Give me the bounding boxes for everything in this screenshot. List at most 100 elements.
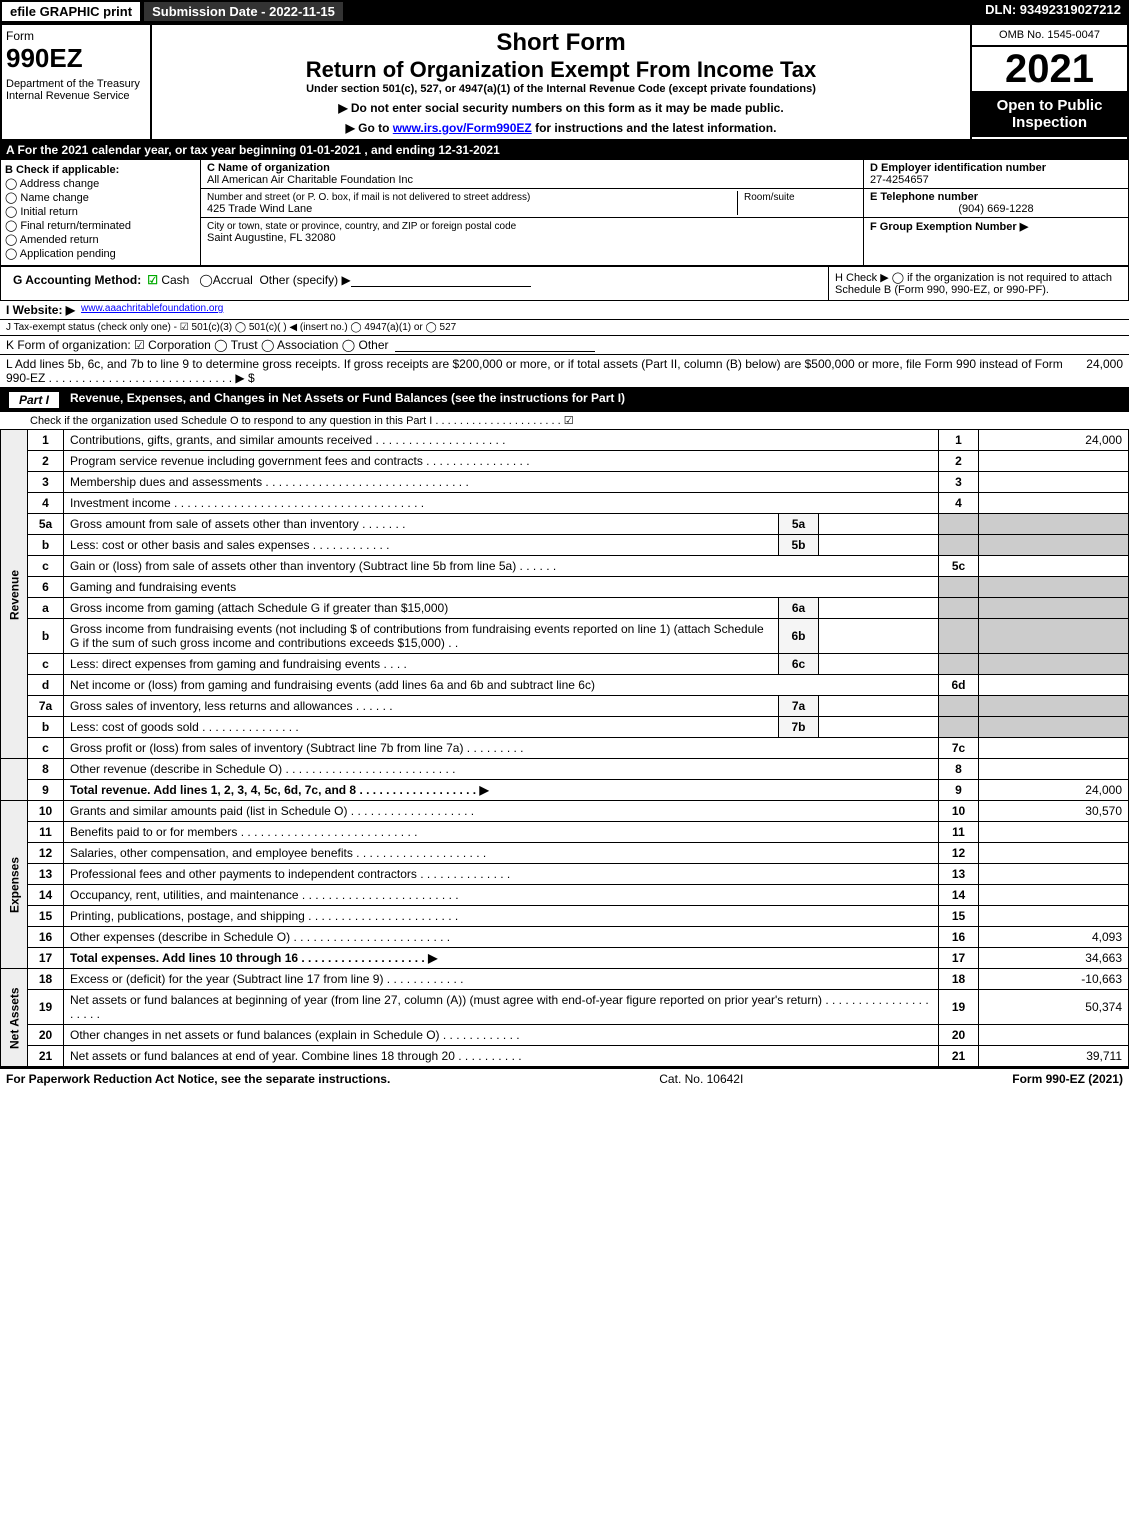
c-name-label: C Name of organization: [207, 162, 330, 174]
line-num: 20: [939, 1025, 979, 1046]
line-val: [979, 556, 1129, 577]
line-desc: Net income or (loss) from gaming and fun…: [64, 675, 939, 696]
line-val: [979, 493, 1129, 514]
line-desc: Other expenses (describe in Schedule O) …: [64, 927, 939, 948]
page-footer: For Paperwork Reduction Act Notice, see …: [0, 1067, 1129, 1089]
gray-cell: [979, 654, 1129, 675]
line-val: [979, 1025, 1129, 1046]
department-label: Department of the Treasury Internal Reve…: [6, 78, 146, 102]
ln: b: [28, 619, 64, 654]
line-desc: Net assets or fund balances at end of ye…: [64, 1046, 939, 1067]
ln: 15: [28, 906, 64, 927]
row-j-status: J Tax-exempt status (check only one) - ☑…: [0, 320, 1129, 336]
l-value: 24,000: [1086, 357, 1123, 385]
line-desc: Investment income . . . . . . . . . . . …: [64, 493, 939, 514]
cb-final-return[interactable]: ◯ Final return/terminated: [5, 219, 196, 232]
open-to-public: Open to Public Inspection: [972, 91, 1127, 137]
expenses-side-label: Expenses: [1, 801, 28, 969]
ln: 17: [28, 948, 64, 969]
line-num: 18: [939, 969, 979, 990]
ln: b: [28, 717, 64, 738]
ln: 3: [28, 472, 64, 493]
line-num: 3: [939, 472, 979, 493]
mini-num: 5a: [779, 514, 819, 535]
part-i-sub: Check if the organization used Schedule …: [0, 412, 1129, 429]
e-phone-value: (904) 669-1228: [870, 203, 1122, 215]
form-header: Form 990EZ Department of the Treasury In…: [0, 23, 1129, 141]
mini-num: 7b: [779, 717, 819, 738]
mini-val: [819, 654, 939, 675]
mini-val: [819, 696, 939, 717]
line-num: 6d: [939, 675, 979, 696]
ln: 7a: [28, 696, 64, 717]
cb-application-pending[interactable]: ◯ Application pending: [5, 247, 196, 260]
line-num: 17: [939, 948, 979, 969]
ln: 2: [28, 451, 64, 472]
cb-name-change[interactable]: ◯ Name change: [5, 191, 196, 204]
line-num: 4: [939, 493, 979, 514]
line-num: 12: [939, 843, 979, 864]
ln: c: [28, 556, 64, 577]
line-num: 9: [939, 780, 979, 801]
i-label: I Website: ▶: [6, 303, 75, 317]
row-a-calendar: A For the 2021 calendar year, or tax yea…: [0, 141, 1129, 159]
line-desc: Total expenses. Add lines 10 through 16 …: [64, 948, 939, 969]
line-desc: Grants and similar amounts paid (list in…: [64, 801, 939, 822]
line-num: 7c: [939, 738, 979, 759]
gray-cell: [979, 717, 1129, 738]
col-c-org-info: C Name of organization All American Air …: [201, 160, 863, 265]
part-i-title: Revenue, Expenses, and Changes in Net As…: [70, 391, 625, 409]
ln: 16: [28, 927, 64, 948]
ln: 13: [28, 864, 64, 885]
line-num: 10: [939, 801, 979, 822]
cb-amended-return[interactable]: ◯ Amended return: [5, 233, 196, 246]
top-bar: efile GRAPHIC print Submission Date - 20…: [0, 0, 1129, 23]
ln: c: [28, 654, 64, 675]
mini-num: 5b: [779, 535, 819, 556]
line-val: 50,374: [979, 990, 1129, 1025]
g-cash: Cash: [161, 273, 189, 287]
mini-val: [819, 619, 939, 654]
netassets-side-label: Net Assets: [1, 969, 28, 1067]
gray-cell: [979, 619, 1129, 654]
line-val: [979, 906, 1129, 927]
line-desc: Less: cost or other basis and sales expe…: [64, 535, 779, 556]
c-street-label: Number and street (or P. O. box, if mail…: [207, 192, 530, 203]
part-i-header: Part I Revenue, Expenses, and Changes in…: [0, 388, 1129, 412]
row-k-org: K Form of organization: ☑ Corporation ◯ …: [0, 336, 1129, 355]
omb-number: OMB No. 1545-0047: [972, 25, 1127, 47]
irs-link[interactable]: www.irs.gov/Form990EZ: [393, 121, 532, 135]
revenue-side-cont: [1, 759, 28, 801]
cb-address-change[interactable]: ◯ Address change: [5, 177, 196, 190]
gray-cell: [979, 696, 1129, 717]
revenue-table: Revenue 1 Contributions, gifts, grants, …: [0, 429, 1129, 1067]
line-num: 8: [939, 759, 979, 780]
line-val: [979, 864, 1129, 885]
j-text: J Tax-exempt status (check only one) - ☑…: [6, 322, 456, 333]
line-val: [979, 451, 1129, 472]
line-desc: Salaries, other compensation, and employ…: [64, 843, 939, 864]
line-val: [979, 822, 1129, 843]
d-ein-value: 27-4254657: [870, 174, 929, 186]
line-num: 15: [939, 906, 979, 927]
org-name: All American Air Charitable Foundation I…: [207, 174, 413, 186]
gray-cell: [939, 535, 979, 556]
website-link[interactable]: www.aaachritablefoundation.org: [81, 303, 223, 317]
ln: d: [28, 675, 64, 696]
line-num: 2: [939, 451, 979, 472]
cb-initial-return[interactable]: ◯ Initial return: [5, 205, 196, 218]
section-b-h: B Check if applicable: ◯ Address change …: [0, 159, 1129, 266]
submission-date-label: Submission Date - 2022-11-15: [142, 0, 345, 23]
efile-print-button[interactable]: efile GRAPHIC print: [0, 0, 142, 23]
ln: a: [28, 598, 64, 619]
gray-cell: [939, 514, 979, 535]
line-desc: Program service revenue including govern…: [64, 451, 939, 472]
row-l-receipts: L Add lines 5b, 6c, and 7b to line 9 to …: [0, 355, 1129, 388]
line-desc: Gross income from fundraising events (no…: [64, 619, 779, 654]
col-b-title: B Check if applicable:: [5, 164, 196, 176]
mini-val: [819, 717, 939, 738]
gray-cell: [939, 577, 979, 598]
ln: 10: [28, 801, 64, 822]
g-other: Other (specify) ▶: [259, 273, 350, 287]
ln: 20: [28, 1025, 64, 1046]
